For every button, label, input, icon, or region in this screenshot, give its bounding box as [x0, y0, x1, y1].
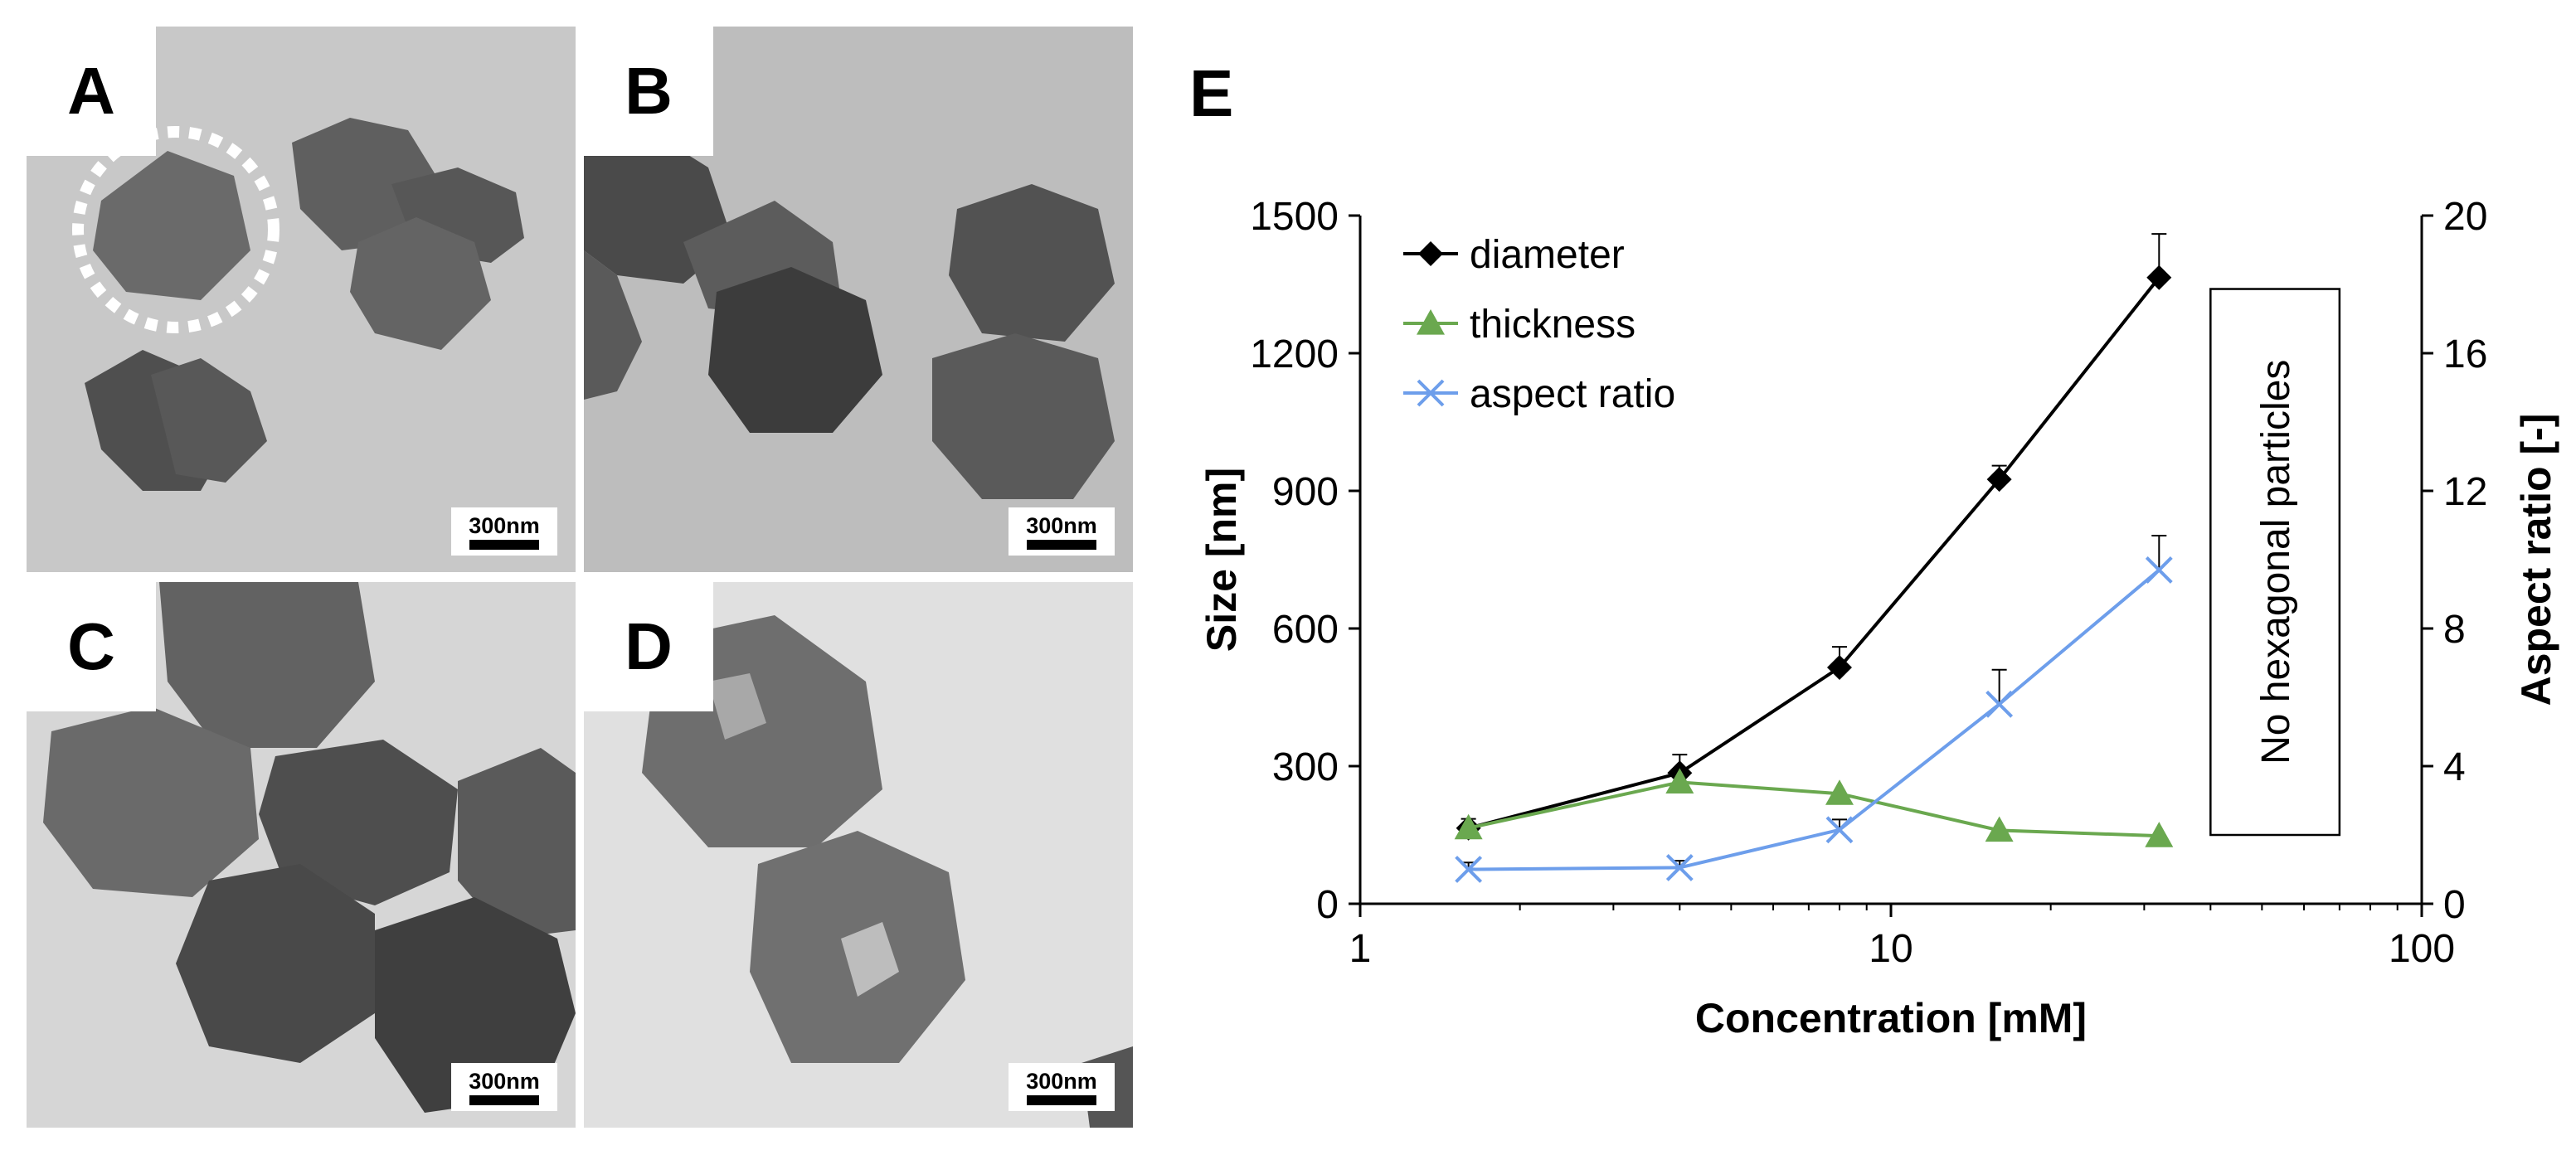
chart-axes: 0 300 600 900 1200 1500 0 4 8 12 16 20 1 10 100	[1250, 195, 2487, 971]
scale-bar-a-text: 300nm	[469, 512, 540, 538]
y-tick-label: 300	[1272, 745, 1339, 789]
data-point	[1826, 655, 1852, 681]
panel-label-e: E	[1189, 56, 1233, 130]
scale-bar-b: 300nm	[1009, 507, 1115, 556]
x-tick-label: 1	[1349, 927, 1372, 971]
scale-bar-c-line	[469, 1094, 539, 1105]
micrograph-a-image	[27, 27, 576, 572]
data-point	[1985, 690, 2014, 718]
chart-e: E 0 300 600 900 1200 1500 0 4 8 12 16 20 1 10 100 diam…	[1189, 56, 2559, 1041]
annotation-text: No hexagonal particles	[2254, 360, 2298, 764]
y2-axis-label: Aspect ratio [-]	[2513, 414, 2559, 706]
data-point	[1825, 816, 1854, 844]
data-point-stroke	[2145, 556, 2173, 584]
annotation-box	[2209, 288, 2341, 837]
data-point	[1665, 854, 1694, 881]
data-point-stroke	[1825, 816, 1854, 844]
y2-tick-label: 20	[2443, 195, 2487, 239]
data-point	[1825, 779, 1854, 805]
y2-tick-label: 16	[2443, 332, 2487, 376]
y2-tick-label: 12	[2443, 470, 2487, 514]
y-axis-label: Size [nm]	[1198, 468, 1245, 652]
micrograph-d: D 300nm	[584, 582, 1133, 1128]
series-line	[1468, 276, 2160, 830]
data-point	[2145, 822, 2174, 847]
x-axis-label: Concentration [mM]	[1695, 995, 2087, 1041]
y-tick-label: 1200	[1250, 332, 1339, 376]
scale-bar-d: 300nm	[1009, 1063, 1115, 1111]
panel-label-b: B	[584, 27, 713, 156]
series-aspect-ratio	[1455, 534, 2173, 883]
data-point	[1455, 856, 1483, 883]
data-point-stroke	[1665, 854, 1694, 881]
y2-tick-label: 4	[2443, 745, 2466, 789]
legend-label: aspect ratio	[1470, 372, 1675, 416]
data-point-stroke	[1417, 379, 1445, 407]
series-thickness	[1454, 768, 2174, 847]
data-point	[2145, 556, 2173, 584]
data-point	[1454, 813, 1483, 840]
data-point	[1417, 309, 1445, 335]
chart-legend: diameter thickness aspect ratio	[1403, 233, 1675, 416]
micrograph-b: B 300nm	[584, 27, 1133, 572]
legend-item: aspect ratio	[1403, 372, 1675, 416]
data-point	[1417, 379, 1445, 407]
legend-item: thickness	[1403, 303, 1636, 347]
data-point	[1418, 241, 1443, 266]
legend-label: thickness	[1470, 303, 1636, 347]
y-tick-label: 0	[1316, 883, 1339, 927]
data-point-stroke	[1455, 856, 1483, 883]
scale-bar-d-text: 300nm	[1026, 1068, 1097, 1094]
y-tick-label: 900	[1272, 470, 1339, 514]
x-tick-label: 10	[1869, 927, 1913, 971]
data-point	[2146, 264, 2172, 290]
data-point-stroke	[1985, 690, 2014, 718]
series-line	[1468, 780, 2160, 838]
scale-bar-b-text: 300nm	[1026, 512, 1097, 538]
chart-annotation: No hexagonal particles	[2209, 288, 2341, 837]
panel-label-c: C	[27, 582, 156, 711]
micrograph-c: C 300nm	[27, 582, 576, 1128]
y-tick-label: 1500	[1250, 195, 1339, 239]
data-point	[1986, 467, 2012, 493]
data-point	[1985, 816, 2014, 842]
scale-bar-a-line	[469, 539, 539, 550]
panel-label-a: A	[27, 27, 156, 156]
data-point	[1665, 768, 1694, 793]
scale-bar-c: 300nm	[451, 1063, 557, 1111]
legend-label: diameter	[1470, 233, 1625, 277]
scale-bar-b-line	[1027, 539, 1096, 550]
micrograph-b-image	[584, 27, 1133, 572]
chart-series	[1454, 233, 2174, 883]
y-tick-label: 600	[1272, 608, 1339, 652]
y2-tick-label: 0	[2443, 883, 2466, 927]
scale-bar-d-line	[1027, 1094, 1096, 1105]
legend-item: diameter	[1403, 233, 1625, 277]
scale-bar-c-text: 300nm	[469, 1068, 540, 1094]
series-line	[1468, 568, 2160, 871]
y2-tick-label: 8	[2443, 608, 2466, 652]
panel-label-d: D	[584, 582, 713, 711]
micrograph-a: A 300nm	[27, 27, 576, 572]
scale-bar-a: 300nm	[451, 507, 557, 556]
x-tick-label: 100	[2389, 927, 2455, 971]
